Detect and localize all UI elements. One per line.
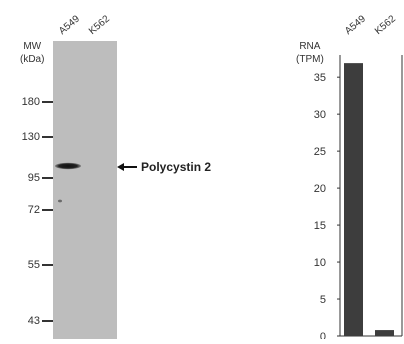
rna-y-tick-label: 20 (314, 183, 326, 195)
faint-spot (58, 199, 62, 203)
rna-y-tick-label: 0 (320, 331, 326, 339)
rna-bar-a549 (344, 63, 363, 336)
rna-y-tick-label: 5 (320, 294, 326, 306)
rna-bar-k562 (375, 330, 394, 336)
rna-y-tick-label: 25 (314, 146, 326, 158)
rna-axis-title: RNA (TPM) (296, 40, 324, 66)
marker-label-95: 95 (27, 172, 40, 184)
mw-label: MW (23, 41, 42, 52)
rna-category-label-k562: K562 (372, 13, 398, 37)
blot-bands (55, 162, 81, 203)
marker-label-180: 180 (21, 96, 40, 108)
band-annotation: Polycystin 2 (117, 160, 211, 174)
left-arrow-icon (117, 163, 137, 171)
blot-lane-label-k562: K562 (86, 13, 112, 37)
band-protein-label: Polycystin 2 (141, 160, 212, 174)
rna-y-tick-label: 10 (314, 257, 326, 269)
marker-tick-180 (42, 101, 53, 103)
marker-label-130: 130 (21, 131, 40, 143)
marker-label-72: 72 (27, 204, 40, 216)
blot-lane-label-a549: A549 (56, 13, 82, 37)
western-blot-membrane (53, 41, 117, 339)
mw-unit: (kDa) (20, 54, 45, 65)
rna-y-tick-label: 30 (314, 109, 326, 121)
rna-y-tick-label: 15 (314, 220, 326, 232)
marker-72: 72 (14, 204, 53, 216)
marker-tick-43 (42, 320, 53, 322)
mw-axis-title: MW (kDa) (20, 40, 44, 66)
marker-130: 130 (14, 131, 53, 143)
marker-tick-130 (42, 136, 53, 138)
rna-bar-chart: 0 5 10 15 20 25 30 35 (314, 55, 403, 339)
marker-43: 43 (14, 315, 53, 327)
marker-180: 180 (14, 96, 53, 108)
marker-label-43: 43 (27, 315, 40, 327)
polycystin-2-band (55, 162, 81, 170)
rna-y-tick-label: 35 (314, 72, 326, 84)
rna-ylabel-unit: (TPM) (296, 54, 324, 65)
marker-55: 55 (14, 259, 53, 271)
marker-tick-55 (42, 264, 53, 266)
marker-95: 95 (14, 172, 53, 184)
rna-ylabel: RNA (299, 41, 321, 52)
marker-label-55: 55 (27, 259, 40, 271)
rna-category-label-a549: A549 (342, 13, 368, 37)
marker-tick-95 (42, 177, 53, 179)
marker-tick-72 (42, 209, 53, 211)
